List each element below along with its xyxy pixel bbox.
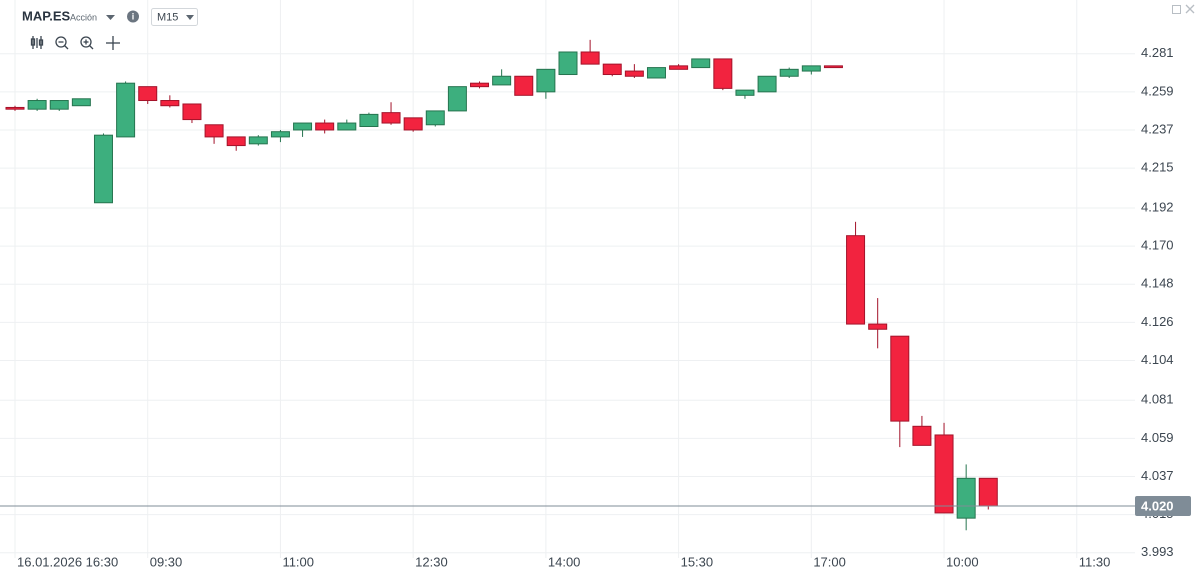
candle-body xyxy=(5,106,25,110)
y-tick-label: 4.281 xyxy=(1141,45,1174,60)
y-tick-label: 4.126 xyxy=(1141,314,1174,329)
candle-body xyxy=(823,65,843,69)
candle-body xyxy=(978,477,998,507)
symbol-dropdown[interactable] xyxy=(106,15,115,20)
candle-body xyxy=(270,131,290,138)
pan-icon[interactable] xyxy=(106,36,120,50)
timeframe-dropdown xyxy=(186,15,194,20)
zoom-in-icon[interactable] xyxy=(80,36,94,50)
y-tick-label: 4.081 xyxy=(1141,392,1174,407)
candle-body xyxy=(669,65,689,70)
candle-body xyxy=(713,58,733,89)
candle-body xyxy=(934,434,954,514)
candle-body xyxy=(425,110,445,126)
candle-body xyxy=(735,89,755,96)
maximize-button[interactable] xyxy=(1172,5,1181,14)
candle-body xyxy=(514,75,534,96)
y-tick-label: 4.104 xyxy=(1141,352,1174,367)
candle-body xyxy=(558,51,578,76)
chart-type-icon[interactable] xyxy=(30,36,44,49)
candle-body xyxy=(447,86,467,112)
x-tick-label: 11:00 xyxy=(282,554,314,569)
y-tick-label: 4.037 xyxy=(1141,468,1174,483)
candle-body xyxy=(49,100,69,110)
candle-body xyxy=(580,51,600,65)
x-tick-label: 11:30 xyxy=(1079,554,1111,569)
candle-body xyxy=(248,136,268,145)
candle-body xyxy=(956,477,976,519)
candle-body xyxy=(337,122,357,131)
y-tick-label: 4.059 xyxy=(1141,430,1174,445)
y-tick-label: 4.170 xyxy=(1141,238,1174,253)
candle-body xyxy=(116,82,136,138)
y-tick-label: 4.259 xyxy=(1141,83,1174,98)
candle-body xyxy=(470,82,490,88)
x-tick-label: 17:00 xyxy=(813,554,846,569)
candle-body xyxy=(381,112,401,124)
y-tick-label: 3.993 xyxy=(1141,544,1174,559)
candle-body xyxy=(71,98,91,107)
candle-body xyxy=(890,335,910,422)
candle-body xyxy=(315,122,335,131)
toolbar: MAP.ES Acción i M15 xyxy=(22,4,1195,50)
info-glyph: i xyxy=(132,11,135,21)
candle-body xyxy=(624,70,644,77)
candle-body xyxy=(93,134,113,204)
candle-body xyxy=(536,68,556,93)
y-tick-label: 4.148 xyxy=(1141,276,1174,291)
candle-body xyxy=(846,235,866,325)
instrument-type: Acción xyxy=(70,12,97,22)
timeframe: M15 xyxy=(157,11,178,23)
x-tick-label: 16.01.2026 16:30 xyxy=(17,554,118,569)
price-label-box xyxy=(1135,496,1191,517)
candle-body xyxy=(204,124,224,138)
candle-body xyxy=(779,68,799,77)
candle-body xyxy=(27,100,47,110)
x-tick-label: 12:30 xyxy=(415,554,448,569)
candle-body xyxy=(160,100,180,107)
x-tick-label: 09:30 xyxy=(150,554,183,569)
timeframe-select[interactable] xyxy=(151,8,198,26)
x-tick-label: 10:00 xyxy=(946,554,979,569)
y-tick-label: 4.215 xyxy=(1141,160,1174,175)
candle-body xyxy=(492,75,512,86)
candle-body xyxy=(757,75,777,93)
candle-body xyxy=(602,63,622,76)
candle-body xyxy=(868,323,888,330)
candle-body xyxy=(182,103,202,121)
candle-body xyxy=(912,425,932,446)
close-button[interactable] xyxy=(1185,4,1195,14)
candle-body xyxy=(403,117,423,131)
x-tick-label: 15:30 xyxy=(681,554,714,569)
symbol[interactable]: MAP.ES xyxy=(22,8,70,23)
zoom-out-icon[interactable] xyxy=(55,36,69,50)
price-label: 4.020 xyxy=(1141,498,1174,513)
candle-body xyxy=(359,113,379,128)
candle-body xyxy=(801,65,821,72)
candle-body xyxy=(226,136,246,147)
candle-body xyxy=(691,58,711,69)
y-tick-label: 4.237 xyxy=(1141,121,1174,136)
y-tick-label: 4.192 xyxy=(1141,199,1174,214)
candle-body xyxy=(293,122,313,131)
info-icon[interactable] xyxy=(127,10,139,23)
candle-body xyxy=(646,67,666,79)
candle-body xyxy=(138,86,158,102)
x-tick-label: 14:00 xyxy=(548,554,581,569)
